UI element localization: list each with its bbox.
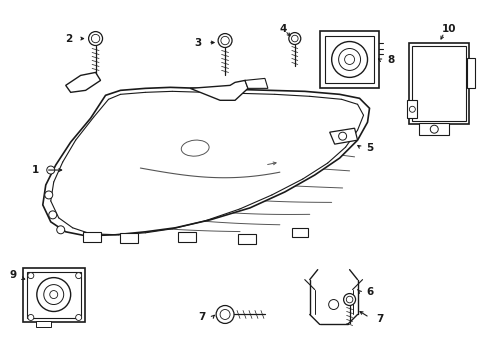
Bar	[413, 45, 466, 121]
Circle shape	[75, 273, 82, 279]
Text: 2: 2	[65, 33, 73, 44]
Text: 6: 6	[366, 287, 373, 297]
Bar	[319, 31, 379, 88]
Circle shape	[216, 306, 234, 323]
Bar	[407, 100, 417, 118]
Bar	[23, 268, 85, 323]
Circle shape	[45, 191, 53, 199]
Circle shape	[221, 36, 229, 45]
Circle shape	[28, 315, 34, 320]
Polygon shape	[43, 87, 369, 236]
Polygon shape	[66, 72, 100, 92]
Text: 5: 5	[366, 143, 373, 153]
Circle shape	[28, 273, 34, 279]
Circle shape	[409, 106, 416, 112]
Bar	[325, 36, 374, 84]
Bar	[83, 232, 100, 242]
Circle shape	[49, 211, 57, 219]
Circle shape	[37, 278, 71, 311]
Circle shape	[44, 285, 64, 305]
Circle shape	[339, 132, 346, 140]
Circle shape	[75, 315, 82, 320]
Circle shape	[343, 293, 356, 306]
Text: 8: 8	[388, 55, 395, 66]
Polygon shape	[330, 128, 358, 144]
Bar	[178, 232, 196, 242]
Circle shape	[346, 296, 353, 303]
Circle shape	[430, 125, 438, 133]
Circle shape	[89, 32, 102, 45]
Circle shape	[92, 34, 100, 43]
Bar	[467, 58, 475, 88]
Circle shape	[292, 35, 298, 42]
Bar	[238, 234, 256, 244]
Bar	[419, 123, 449, 135]
Bar	[409, 42, 469, 124]
Circle shape	[344, 54, 355, 64]
Text: 9: 9	[9, 270, 17, 280]
Circle shape	[339, 49, 361, 71]
Text: 10: 10	[442, 24, 457, 33]
Text: 7: 7	[198, 312, 206, 323]
Polygon shape	[190, 80, 248, 100]
Text: 7: 7	[376, 314, 383, 324]
Circle shape	[47, 166, 55, 174]
Bar	[121, 233, 138, 243]
Circle shape	[50, 291, 58, 298]
Bar	[292, 228, 308, 237]
Circle shape	[332, 41, 368, 77]
Circle shape	[329, 300, 339, 310]
Text: 1: 1	[32, 165, 39, 175]
Circle shape	[220, 310, 230, 319]
Bar	[36, 321, 51, 328]
Circle shape	[57, 226, 65, 234]
Circle shape	[218, 33, 232, 48]
Circle shape	[289, 32, 301, 45]
Bar	[27, 272, 81, 319]
Text: 4: 4	[279, 24, 287, 33]
Text: 3: 3	[195, 37, 202, 48]
Polygon shape	[245, 78, 268, 88]
